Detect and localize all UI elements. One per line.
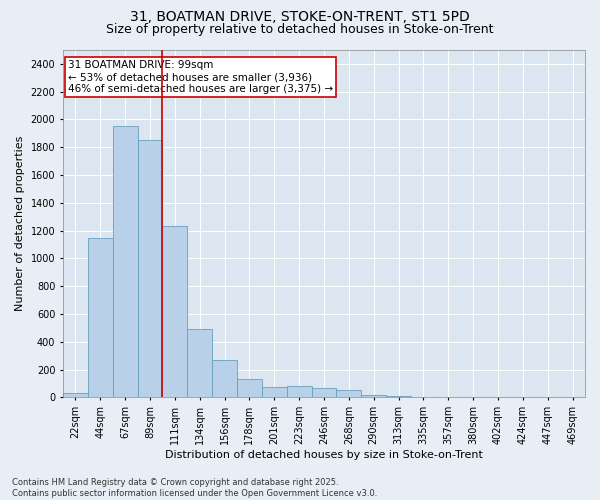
Bar — [113, 126, 137, 398]
Bar — [237, 380, 262, 398]
Text: 31 BOATMAN DRIVE: 99sqm
← 53% of detached houses are smaller (3,936)
46% of semi: 31 BOATMAN DRIVE: 99sqm ← 53% of detache… — [68, 60, 333, 94]
Bar — [411, 396, 436, 398]
Bar — [436, 396, 461, 398]
Bar — [337, 390, 361, 398]
Bar — [262, 387, 287, 398]
Bar — [63, 394, 88, 398]
Bar — [88, 238, 113, 398]
Bar — [187, 330, 212, 398]
Bar — [361, 394, 386, 398]
Bar — [287, 386, 311, 398]
Text: Contains HM Land Registry data © Crown copyright and database right 2025.
Contai: Contains HM Land Registry data © Crown c… — [12, 478, 377, 498]
X-axis label: Distribution of detached houses by size in Stoke-on-Trent: Distribution of detached houses by size … — [165, 450, 483, 460]
Y-axis label: Number of detached properties: Number of detached properties — [15, 136, 25, 312]
Bar — [311, 388, 337, 398]
Bar — [163, 226, 187, 398]
Bar — [386, 396, 411, 398]
Text: 31, BOATMAN DRIVE, STOKE-ON-TRENT, ST1 5PD: 31, BOATMAN DRIVE, STOKE-ON-TRENT, ST1 5… — [130, 10, 470, 24]
Text: Size of property relative to detached houses in Stoke-on-Trent: Size of property relative to detached ho… — [106, 22, 494, 36]
Bar — [212, 360, 237, 398]
Bar — [137, 140, 163, 398]
